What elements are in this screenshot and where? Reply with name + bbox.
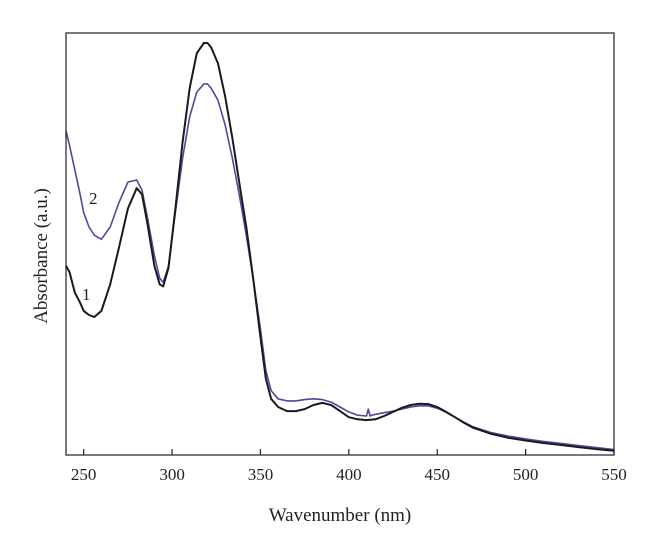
- x-tick-label: 400: [336, 465, 362, 484]
- x-tick-label: 500: [513, 465, 539, 484]
- x-axis-ticks: 250 300 350 400 450 500 550: [71, 449, 627, 484]
- series-1-line: [65, 42, 615, 452]
- x-tick-label: 450: [424, 465, 450, 484]
- series-2-line: [65, 83, 615, 451]
- plot-frame: [65, 32, 615, 456]
- series-1-label: 1: [82, 285, 91, 304]
- x-axis-label: Wavenumber (nm): [269, 505, 412, 526]
- series-2-label: 2: [89, 189, 98, 208]
- x-tick-label: 550: [601, 465, 627, 484]
- x-tick-label: 300: [159, 465, 185, 484]
- x-tick-label: 350: [248, 465, 274, 484]
- y-axis-label: Absorbance (a.u.): [31, 188, 52, 324]
- series-layer: [65, 42, 615, 452]
- x-tick-label: 250: [71, 465, 97, 484]
